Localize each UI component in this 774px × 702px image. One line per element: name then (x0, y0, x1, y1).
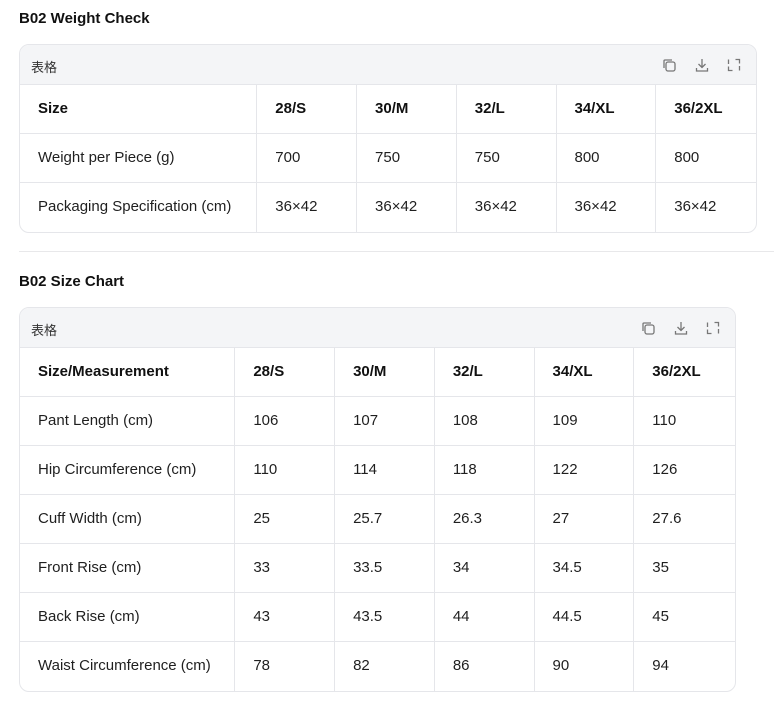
copy-icon[interactable] (640, 320, 656, 336)
cell: 118 (435, 446, 535, 494)
cell: 36×42 (557, 183, 657, 232)
header-cell: 34/XL (557, 85, 657, 133)
cell: 43.5 (335, 593, 435, 641)
table-row: Weight per Piece (g) 700 750 750 800 800 (20, 134, 756, 183)
cell: 800 (674, 149, 700, 166)
table-toolbar: 表格 (20, 45, 756, 85)
header-cell: 36/2XL (652, 363, 701, 380)
header-cell: 32/L (435, 348, 535, 396)
cell: 26.3 (435, 495, 535, 543)
section-title: B02 Weight Check (19, 10, 150, 27)
cell: Back Rise (cm) (20, 593, 236, 641)
table-toolbar: 表格 (20, 308, 735, 348)
copy-icon[interactable] (661, 57, 677, 73)
cell: 700 (257, 134, 358, 182)
table-label: 表格 (31, 60, 58, 75)
cell: 27 (535, 495, 635, 543)
cell: 122 (535, 446, 635, 494)
cell: 86 (435, 642, 535, 691)
cell: 90 (535, 642, 635, 691)
cell: 33.5 (335, 544, 435, 592)
cell: 33 (235, 544, 336, 592)
header-cell: 30/M (335, 348, 435, 396)
cell: 45 (652, 608, 669, 625)
cell: Hip Circumference (cm) (20, 446, 236, 494)
cell: 126 (652, 461, 678, 478)
download-icon[interactable] (673, 320, 689, 336)
cell: 25 (235, 495, 336, 543)
cell: 36×42 (357, 183, 457, 232)
expand-icon[interactable] (705, 320, 721, 336)
header-cell: 30/M (357, 85, 457, 133)
header-cell: 28/S (257, 85, 358, 133)
cell: 36×42 (457, 183, 557, 232)
cell: 34 (435, 544, 535, 592)
table-row: Waist Circumference (cm) 78 82 86 90 94 (20, 642, 735, 691)
cell: 44 (435, 593, 535, 641)
table-row: Size/Measurement 28/S 30/M 32/L 34/XL 36/2XL (20, 348, 735, 397)
expand-icon[interactable] (726, 57, 742, 73)
table-row: Back Rise (cm) 43 43.5 44 44.5 45 (20, 593, 735, 642)
cell: 750 (357, 134, 457, 182)
cell: 109 (535, 397, 635, 445)
table-row: Hip Circumference (cm) 110 114 118 122 126 (20, 446, 735, 495)
table-label: 表格 (31, 323, 58, 338)
section-title: B02 Size Chart (19, 273, 125, 290)
cell: Front Rise (cm) (20, 544, 236, 592)
cell: Packaging Specification (cm) (20, 183, 258, 232)
cell: 94 (652, 657, 669, 674)
cell: 36×42 (674, 198, 717, 215)
cell: 34.5 (535, 544, 635, 592)
table-row: Cuff Width (cm) 25 25.7 26.3 27 27.6 (20, 495, 735, 544)
download-icon[interactable] (694, 57, 710, 73)
cell: 35 (652, 559, 669, 576)
cell: 25.7 (335, 495, 435, 543)
cell: Pant Length (cm) (20, 397, 236, 445)
header-cell: Size/Measurement (20, 348, 236, 396)
table-row: Size 28/S 30/M 32/L 34/XL 36/2XL (20, 85, 756, 134)
cell: 114 (335, 446, 435, 494)
cell: 110 (235, 446, 336, 494)
header-cell: 32/L (457, 85, 557, 133)
cell: 44.5 (535, 593, 635, 641)
table-card: 表格 Size/Measurement 28/S 30/M 32/L 34/XL 36/2X… (19, 307, 736, 692)
cell: 78 (235, 642, 336, 691)
table-row: Pant Length (cm) 106 107 108 109 110 (20, 397, 735, 446)
divider (19, 251, 774, 252)
cell: 108 (435, 397, 535, 445)
cell: 110 (652, 412, 677, 429)
cell: 106 (235, 397, 336, 445)
cell: 800 (557, 134, 657, 182)
cell: Cuff Width (cm) (20, 495, 236, 543)
cell: 27.6 (652, 510, 682, 527)
cell: 36×42 (257, 183, 358, 232)
header-cell: 36/2XL (674, 100, 723, 117)
cell: Weight per Piece (g) (20, 134, 258, 182)
table-row: Front Rise (cm) 33 33.5 34 34.5 35 (20, 544, 735, 593)
header-cell: 28/S (235, 348, 336, 396)
table-card: 表格 Size 28/S 30/M 32/L 34/XL 36/2XL Weight per … (19, 44, 757, 233)
cell: 750 (457, 134, 557, 182)
cell: 82 (335, 642, 435, 691)
table-row: Packaging Specification (cm) 36×42 36×42 36… (20, 183, 756, 232)
cell: Waist Circumference (cm) (20, 642, 236, 691)
header-cell: Size (20, 85, 258, 133)
header-cell: 34/XL (535, 348, 635, 396)
cell: 107 (335, 397, 435, 445)
cell: 43 (235, 593, 336, 641)
